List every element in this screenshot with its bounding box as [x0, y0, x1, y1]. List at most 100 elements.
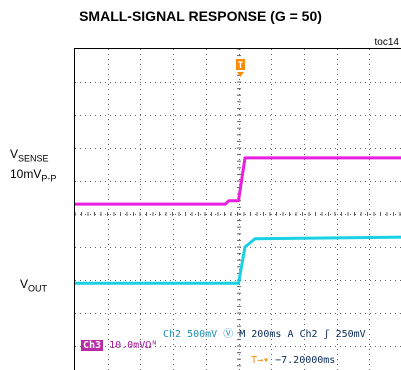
grid-dot	[370, 181, 371, 182]
grid-dot	[337, 219, 338, 220]
grid-dot	[170, 115, 171, 116]
grid-dot	[160, 247, 161, 248]
vsense-label: VSENSE	[10, 147, 49, 164]
grid-dot	[108, 324, 109, 325]
grid-dot	[304, 289, 305, 290]
grid-dot	[108, 224, 109, 225]
grid-dot	[173, 299, 174, 300]
grid-dot	[369, 184, 370, 185]
grid-dot	[185, 148, 186, 149]
grid-dot	[85, 247, 86, 248]
grid-dot	[140, 279, 141, 280]
grid-dot	[140, 79, 141, 80]
grid-dot	[345, 181, 346, 182]
grid-dot	[325, 82, 326, 83]
grid-dot	[315, 115, 316, 116]
grid-dot	[369, 169, 370, 170]
grid-dot	[345, 247, 346, 248]
grid-dot	[173, 79, 174, 80]
grid-dot	[239, 219, 240, 220]
grid-dot	[165, 346, 166, 347]
grid-dot	[140, 329, 141, 330]
grid-dot	[115, 313, 116, 314]
grid-dot	[206, 134, 207, 135]
grid-dot	[304, 109, 305, 110]
grid-dot	[90, 214, 91, 215]
grid-dot	[304, 169, 305, 170]
grid-dot	[210, 346, 211, 347]
grid-dot	[285, 313, 286, 314]
grid-dot	[173, 209, 174, 210]
grid-dot	[310, 148, 311, 149]
grid-dot	[173, 144, 174, 145]
grid-dot	[190, 148, 191, 149]
grid-dot	[350, 214, 351, 215]
status-line-3: T→▾ −7.20000ms	[251, 355, 335, 366]
grid-dot	[206, 324, 207, 325]
grid-dot	[135, 82, 136, 83]
grid-dot	[355, 115, 356, 116]
grid-dot	[369, 114, 370, 115]
grid-dot	[304, 339, 305, 340]
grid-dot	[337, 339, 338, 340]
grid-dot	[271, 89, 272, 90]
grid-dot	[250, 313, 251, 314]
grid-dot	[145, 148, 146, 149]
grid-dot	[369, 69, 370, 70]
grid-dot	[271, 49, 272, 50]
grid-dot	[369, 329, 370, 330]
grid-dot	[185, 280, 186, 281]
grid-dot	[390, 346, 391, 347]
grid-dot	[337, 69, 338, 70]
grid-dot	[369, 204, 370, 205]
grid-dot	[271, 299, 272, 300]
grid-dot	[206, 144, 207, 145]
grid-dot	[140, 82, 141, 83]
grid-dot	[239, 354, 240, 355]
grid-dot	[369, 264, 370, 265]
grid-dot	[304, 134, 305, 135]
grid-dot	[173, 289, 174, 290]
grid-dot	[173, 229, 174, 230]
grid-dot	[140, 219, 141, 220]
grid-dot	[115, 115, 116, 116]
grid-dot	[140, 109, 141, 110]
grid-dot	[140, 209, 141, 210]
grid-dot	[195, 214, 196, 215]
grid-dot	[270, 280, 271, 281]
grid-dot	[150, 247, 151, 248]
grid-dot	[170, 280, 171, 281]
grid-dot	[135, 148, 136, 149]
grid-dot	[90, 313, 91, 314]
grid-dot	[271, 209, 272, 210]
grid-dot	[110, 247, 111, 248]
grid-dot	[120, 148, 121, 149]
grid-dot	[108, 259, 109, 260]
grid-dot	[140, 164, 141, 165]
grid-dot	[140, 69, 141, 70]
grid-dot	[337, 364, 338, 365]
grid-dot	[173, 104, 174, 105]
grid-dot	[369, 74, 370, 75]
grid-dot	[75, 82, 76, 83]
grid-dot	[225, 181, 226, 182]
grid-dot	[310, 181, 311, 182]
grid-dot	[108, 214, 109, 215]
grid-dot	[108, 299, 109, 300]
grid-dot	[304, 54, 305, 55]
grid-dot	[395, 280, 396, 281]
grid-dot	[285, 115, 286, 116]
grid-dot	[310, 115, 311, 116]
grid-dot	[150, 280, 151, 281]
grid-dot	[337, 274, 338, 275]
grid-dot	[304, 184, 305, 185]
grid-dot	[205, 313, 206, 314]
grid-dot	[120, 181, 121, 182]
grid-dot	[108, 269, 109, 270]
grid-dot	[206, 209, 207, 210]
grid-dot	[206, 279, 207, 280]
grid-dot	[304, 79, 305, 80]
grid-dot	[206, 319, 207, 320]
grid-dot	[337, 159, 338, 160]
grid-dot	[360, 280, 361, 281]
